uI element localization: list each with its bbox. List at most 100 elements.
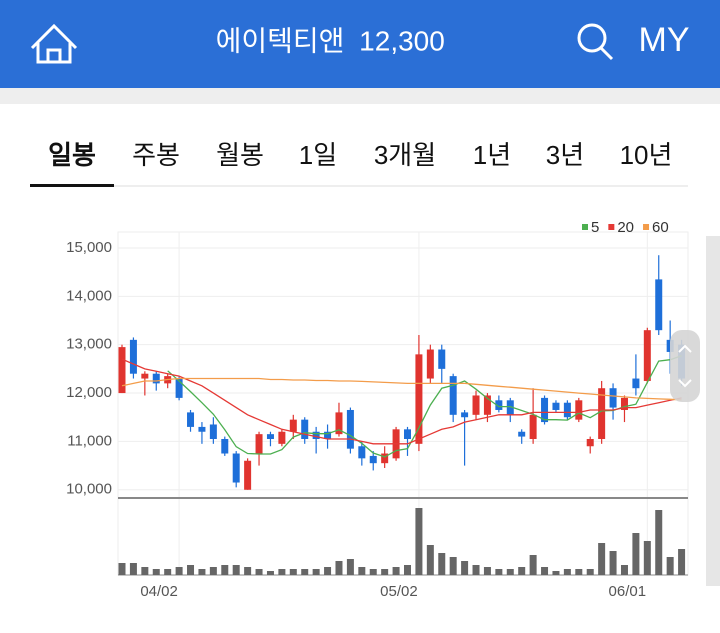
tab[interactable]: 주봉 — [132, 140, 180, 170]
tab[interactable]: 10년 — [620, 140, 673, 170]
stock-name: 에이텍티앤 — [216, 25, 345, 56]
candle-body — [563, 402, 571, 418]
search-icon[interactable] — [577, 23, 614, 61]
volume-bar — [552, 571, 560, 575]
legend-label: 60 — [652, 219, 669, 236]
volume-bar — [506, 569, 514, 575]
my-button[interactable]: MY — [639, 21, 690, 59]
tab[interactable]: 1일 — [299, 140, 337, 170]
candle-body — [266, 434, 274, 439]
candle-body — [335, 412, 343, 435]
candle-body — [438, 349, 446, 369]
volume-bar — [426, 545, 434, 575]
candle-body — [209, 424, 217, 439]
candle-body — [518, 431, 526, 437]
legend-swatch — [608, 224, 615, 230]
volume-bar — [335, 561, 343, 575]
legend-label: 5 — [591, 219, 599, 236]
volume-bar — [598, 543, 606, 575]
x-tick-label: 05/02 — [380, 583, 418, 600]
volume-bar — [301, 569, 309, 575]
candle-body — [118, 347, 126, 394]
volume-bar — [324, 567, 332, 575]
x-tick-label: 04/02 — [140, 583, 178, 600]
scroll-handle[interactable] — [670, 330, 700, 402]
volume-bar — [472, 565, 480, 575]
volume-bar — [563, 569, 571, 575]
volume-bar — [586, 569, 594, 575]
volume-bar — [187, 565, 195, 575]
volume-bar — [541, 567, 549, 575]
tab[interactable]: 3개월 — [374, 140, 436, 170]
volume-bar — [404, 565, 411, 575]
tab[interactable]: 일봉 — [48, 140, 96, 170]
volume-bar — [369, 569, 377, 575]
candle-body — [655, 279, 663, 331]
volume-bar — [415, 508, 423, 575]
candle-body — [506, 400, 514, 415]
volume-bar — [438, 553, 446, 575]
volume-bar — [118, 563, 126, 575]
candle-body — [244, 460, 252, 490]
candle-body — [541, 397, 549, 423]
tab[interactable]: 3년 — [546, 140, 584, 170]
search-handle — [599, 46, 614, 61]
volume-bar — [483, 567, 491, 575]
volume-bar — [643, 541, 651, 575]
volume-bar — [266, 571, 274, 575]
volume-bar — [632, 533, 640, 575]
candle-body — [381, 453, 389, 464]
tab[interactable]: 1년 — [473, 140, 511, 170]
candle-body — [575, 400, 583, 420]
volume-bar — [346, 559, 354, 575]
home-icon[interactable] — [30, 23, 78, 64]
candle-body — [221, 438, 229, 454]
candle-body — [632, 378, 640, 389]
legend-swatch — [643, 224, 650, 230]
volume-bar — [232, 565, 240, 575]
volume-bar — [575, 569, 583, 575]
volume-bar — [209, 567, 217, 575]
volume-bar — [278, 569, 286, 575]
candle-body — [552, 402, 560, 410]
volume-bar — [609, 551, 617, 575]
candle-body — [483, 395, 491, 415]
candle-body — [529, 414, 537, 439]
volume-bar — [221, 565, 229, 575]
side-edge — [706, 236, 720, 586]
volume-bar — [198, 569, 206, 575]
candle-body — [472, 395, 480, 415]
volume-bar — [255, 569, 263, 575]
tab[interactable]: 월봉 — [216, 140, 264, 170]
candle-body — [187, 412, 195, 427]
y-tick-label: 12,000 — [66, 384, 112, 401]
header-bar — [0, 0, 720, 88]
candle-body — [141, 373, 149, 379]
y-tick-label: 13,000 — [66, 336, 112, 353]
candle-body — [495, 400, 503, 410]
volume-bar — [244, 567, 252, 575]
y-tick-label: 14,000 — [66, 287, 112, 304]
volume-bar — [358, 567, 366, 575]
volume-bar — [141, 567, 149, 575]
volume-bar — [312, 569, 320, 575]
candle-body — [232, 453, 240, 483]
legend-swatch — [582, 224, 588, 230]
tab-underline — [30, 184, 114, 187]
candle-body — [289, 419, 297, 432]
moving-average-line — [121, 358, 682, 445]
candle-body — [369, 455, 377, 464]
candle-body — [598, 388, 606, 439]
search-glyph — [577, 23, 607, 53]
candle-body — [301, 419, 309, 439]
scroll-arrows — [678, 344, 692, 388]
candle-body — [426, 349, 434, 379]
candle-body — [449, 376, 457, 415]
candle-body — [312, 431, 320, 439]
moving-average-line — [121, 377, 682, 401]
volume-bar — [529, 555, 537, 575]
volume-bar — [129, 563, 137, 575]
candle-body — [129, 339, 137, 374]
volume-bar — [152, 569, 160, 575]
